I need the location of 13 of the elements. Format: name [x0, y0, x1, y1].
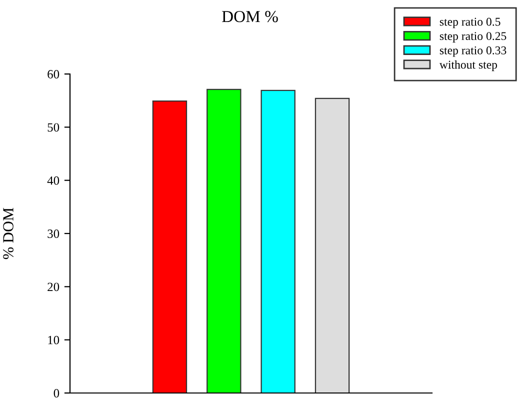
legend-label: step ratio 0.33	[440, 46, 506, 57]
y-tick-label: 50	[48, 123, 60, 132]
chart-title: DOM %	[222, 10, 278, 22]
legend-label: without step	[439, 60, 498, 72]
legend-label: step ratio 0.25	[440, 32, 506, 42]
y-tick-label: 0	[54, 389, 60, 398]
y-tick-label: 30	[48, 230, 60, 238]
y-tick-label: 10	[48, 336, 60, 344]
legend-label: step ratio 0.5	[440, 18, 500, 28]
y-tick-label: 20	[48, 282, 60, 292]
y-axis-title: % DOM	[3, 208, 14, 260]
y-tick-label: 60	[48, 70, 60, 78]
y-tick-label: 40	[47, 176, 60, 185]
